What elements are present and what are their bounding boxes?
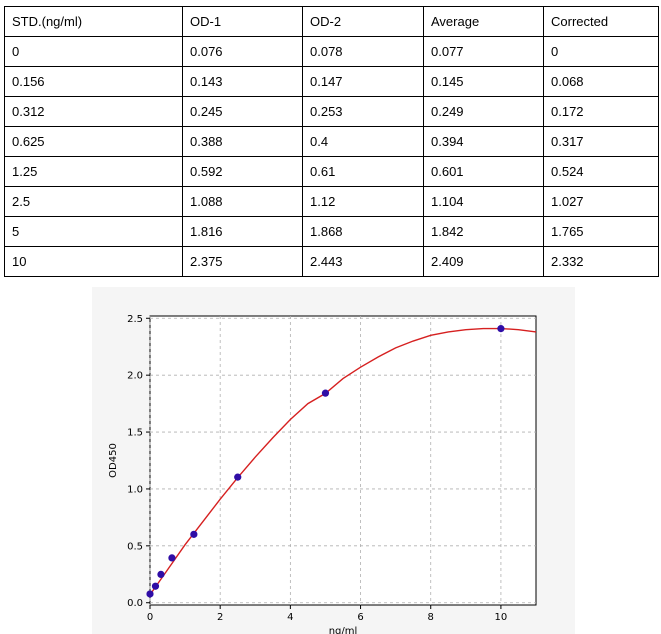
cell-std: 0.156	[4, 66, 183, 97]
cell-od2: 0.253	[302, 96, 424, 127]
cell-average: 2.409	[423, 246, 544, 277]
x-tick-label: 0	[147, 612, 153, 623]
cell-od2: 1.868	[302, 216, 424, 247]
x-axis-label: ng/ml	[329, 626, 358, 634]
cell-od2: 1.12	[302, 186, 424, 217]
cell-od1: 0.143	[182, 66, 303, 97]
cell-od2: 0.61	[302, 156, 424, 187]
x-tick-label: 8	[428, 612, 434, 623]
table-row: 2.5 1.088 1.12 1.104 1.027	[4, 186, 659, 217]
table-row: 0.312 0.245 0.253 0.249 0.172	[4, 96, 659, 127]
cell-corrected: 1.027	[543, 186, 659, 217]
x-tick-label: 2	[217, 612, 223, 623]
cell-average: 0.394	[423, 126, 544, 157]
cell-corrected: 0.317	[543, 126, 659, 157]
header-std: STD.(ng/ml)	[4, 6, 183, 37]
cell-std: 0	[4, 36, 183, 67]
cell-average: 0.145	[423, 66, 544, 97]
header-average: Average	[423, 6, 544, 37]
table-row: 0 0.076 0.078 0.077 0	[4, 36, 659, 67]
cell-average: 1.104	[423, 186, 544, 217]
axis-ticks: 0 2 4 6 8 10 0.0 0.5 1.0 1.5 2.0 2.5	[127, 314, 507, 623]
cell-corrected: 1.765	[543, 216, 659, 247]
data-point	[234, 473, 242, 481]
cell-corrected: 2.332	[543, 246, 659, 277]
fit-curve-line	[149, 327, 537, 596]
cell-average: 0.601	[423, 156, 544, 187]
header-od1: OD-1	[182, 6, 303, 37]
data-point	[190, 530, 198, 538]
data-point	[146, 590, 154, 598]
cell-std: 0.312	[4, 96, 183, 127]
table-row: 1.25 0.592 0.61 0.601 0.524	[4, 156, 659, 187]
cell-average: 0.077	[423, 36, 544, 67]
standard-curve-chart: 0 2 4 6 8 10 0.0 0.5 1.0 1.5 2.0 2.5 ng/ml OD450	[92, 287, 575, 634]
y-tick-label: 2.5	[127, 314, 143, 325]
table-row: 5 1.816 1.868 1.842 1.765	[4, 216, 659, 247]
cell-corrected: 0.172	[543, 96, 659, 127]
cell-std: 0.625	[4, 126, 183, 157]
cell-corrected: 0.524	[543, 156, 659, 187]
cell-od1: 0.245	[182, 96, 303, 127]
table-row: 10 2.375 2.443 2.409 2.332	[4, 246, 659, 277]
header-corrected: Corrected	[543, 6, 659, 37]
header-od2: OD-2	[302, 6, 424, 37]
cell-od1: 2.375	[182, 246, 303, 277]
table-row: 0.156 0.143 0.147 0.145 0.068	[4, 66, 659, 97]
cell-std: 1.25	[4, 156, 183, 187]
table-row: 0.625 0.388 0.4 0.394 0.317	[4, 126, 659, 157]
data-point	[321, 389, 330, 397]
y-tick-label: 0.0	[127, 598, 143, 609]
standard-table: STD.(ng/ml) OD-1 OD-2 Average Corrected …	[4, 6, 659, 277]
cell-od2: 0.4	[302, 126, 424, 157]
cell-od2: 0.078	[302, 36, 424, 67]
data-point	[157, 570, 165, 578]
x-tick-label: 4	[287, 612, 293, 623]
y-tick-label: 0.5	[127, 541, 143, 552]
y-tick-label: 1.5	[127, 428, 143, 439]
cell-corrected: 0	[543, 36, 659, 67]
cell-od1: 0.076	[182, 36, 303, 67]
cell-std: 2.5	[4, 186, 183, 217]
x-tick-label: 6	[357, 612, 363, 623]
cell-od1: 0.592	[182, 156, 303, 187]
data-point	[168, 554, 176, 562]
chart-svg: 0 2 4 6 8 10 0.0 0.5 1.0 1.5 2.0 2.5 ng/ml OD450	[108, 314, 537, 634]
cell-od1: 1.816	[182, 216, 303, 247]
cell-average: 1.842	[423, 216, 544, 247]
y-tick-label: 1.0	[127, 484, 143, 495]
plot-area	[149, 315, 537, 606]
cell-corrected: 0.068	[543, 66, 659, 97]
data-point	[497, 325, 505, 333]
gridline-layer	[149, 316, 536, 605]
x-tick-label: 10	[495, 612, 508, 623]
cell-std: 5	[4, 216, 183, 247]
cell-od1: 0.388	[182, 126, 303, 157]
cell-od1: 1.088	[182, 186, 303, 217]
data-point	[151, 582, 160, 590]
y-axis-label: OD450	[108, 443, 119, 478]
table-header-row: STD.(ng/ml) OD-1 OD-2 Average Corrected	[4, 6, 659, 37]
cell-od2: 2.443	[302, 246, 424, 277]
data-points	[146, 325, 505, 598]
cell-std: 10	[4, 246, 183, 277]
y-tick-label: 2.0	[127, 371, 143, 382]
cell-average: 0.249	[423, 96, 544, 127]
cell-od2: 0.147	[302, 66, 424, 97]
